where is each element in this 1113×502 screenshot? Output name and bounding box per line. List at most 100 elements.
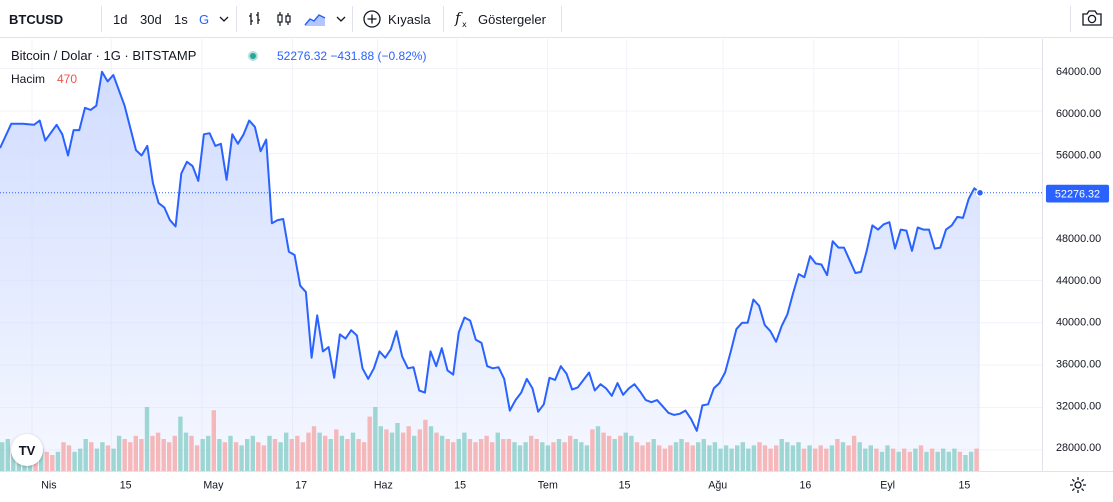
area-style-button[interactable] [304,0,326,38]
volume-bar [323,435,328,471]
volume-bar [66,445,72,471]
volume-bar [89,442,94,471]
volume-bar [439,435,445,471]
compare-button[interactable]: Kıyasla [362,0,431,38]
volume-bar [334,429,339,471]
market-status-dot[interactable] [248,51,258,61]
volume-bar [612,439,617,471]
interval-1s[interactable]: 1s [174,11,188,27]
volume-bar [178,416,183,471]
price-line [0,70,981,432]
volume-bar [684,442,690,471]
volume-bar [874,448,879,471]
volume-bar [412,435,417,471]
volume-bar [167,442,172,471]
volume-bar [506,439,512,471]
chart-pane[interactable] [0,39,1042,471]
legend-last-price: 52276.32 [277,49,328,63]
volume-bar [890,448,896,471]
volume-bar [417,429,422,471]
interval-30d[interactable]: 30d [140,11,162,27]
volume-bar [139,439,144,471]
volume-bar [122,439,127,471]
volume-bar [918,445,924,471]
svg-text:f: f [454,9,463,27]
volume-bar [289,439,294,471]
volume-bar [317,432,322,471]
volume-bar [144,407,150,471]
volume-bar [540,442,545,471]
volume-bar [924,451,929,471]
time-tick-label: 17 [295,479,307,491]
volume-bar [885,445,890,471]
volume-bar [228,435,233,471]
volume-bar [740,442,745,471]
tradingview-logo[interactable]: TV [11,434,43,466]
interval-1d[interactable]: 1d [113,11,128,27]
volume-bar [751,445,757,471]
volume-bar [189,435,194,471]
volume-bar [300,442,306,471]
volume-bar [796,442,801,471]
time-axis[interactable]: Nis 15 May 17 Haz 15 Tem 15 Ağu 16 Eyl 15 [0,471,1113,502]
volume-bar [707,445,712,471]
volume-bar [428,426,434,471]
volume-bar [361,442,367,471]
volume-bar [957,451,963,471]
volume-bar [39,448,44,471]
volume-bar [367,416,372,471]
volume-bar [311,426,317,471]
price-axis[interactable]: 28000.00 32000.00 36000.00 40000.00 44000.00… [1042,39,1113,471]
volume-bar [579,442,584,471]
volume-bar [61,442,66,471]
legend-price: 52276.32 −431.88 (−0.82%) [277,49,426,63]
volume-bar [562,442,567,471]
volume-bar [595,426,601,471]
area-chart-icon [304,14,326,26]
volume-bar [128,442,133,471]
volume-bar [356,439,361,471]
volume-bar [350,432,356,471]
candle-style-button[interactable] [275,0,293,38]
volume-bar [629,435,634,471]
price-tick-label: 56000.00 [1056,150,1101,162]
volume-bar [456,439,461,471]
volume-bar [395,423,400,471]
time-tick-label: Tem [538,479,558,491]
volume-bar [72,451,77,471]
interval-g[interactable]: G [199,11,210,27]
volume-bar [902,448,907,471]
toolbar-divider [1070,6,1071,32]
volume-bar [239,445,244,471]
chevron-down-icon [219,16,229,22]
volume-bars [0,407,979,471]
volume-bar [345,439,350,471]
volume-bar [111,448,116,471]
volume-bar [222,442,228,471]
volume-bar [116,435,122,471]
volume-bar [963,455,968,471]
volume-bar [406,426,411,471]
time-tick-label: Eyl [880,479,895,491]
volume-bar [651,439,656,471]
bar-style-button[interactable] [246,0,264,38]
price-tick-label: 48000.00 [1056,233,1101,245]
volume-bar [512,442,517,471]
volume-bar [818,445,823,471]
symbol-search[interactable]: BTCUSD [9,11,64,27]
volume-bar [50,455,55,471]
interval-dropdown-button[interactable] [219,0,229,38]
volume-bar [774,445,779,471]
toolbar-divider [443,6,444,32]
volume-bar [729,448,734,471]
volume-bar [645,442,651,471]
gear-icon[interactable] [1068,475,1088,495]
volume-bar [44,451,49,471]
camera-icon[interactable] [1081,8,1103,28]
volume-bar [801,448,807,471]
volume-bar [83,439,88,471]
style-dropdown-button[interactable] [336,0,346,38]
volume-bar [490,442,495,471]
